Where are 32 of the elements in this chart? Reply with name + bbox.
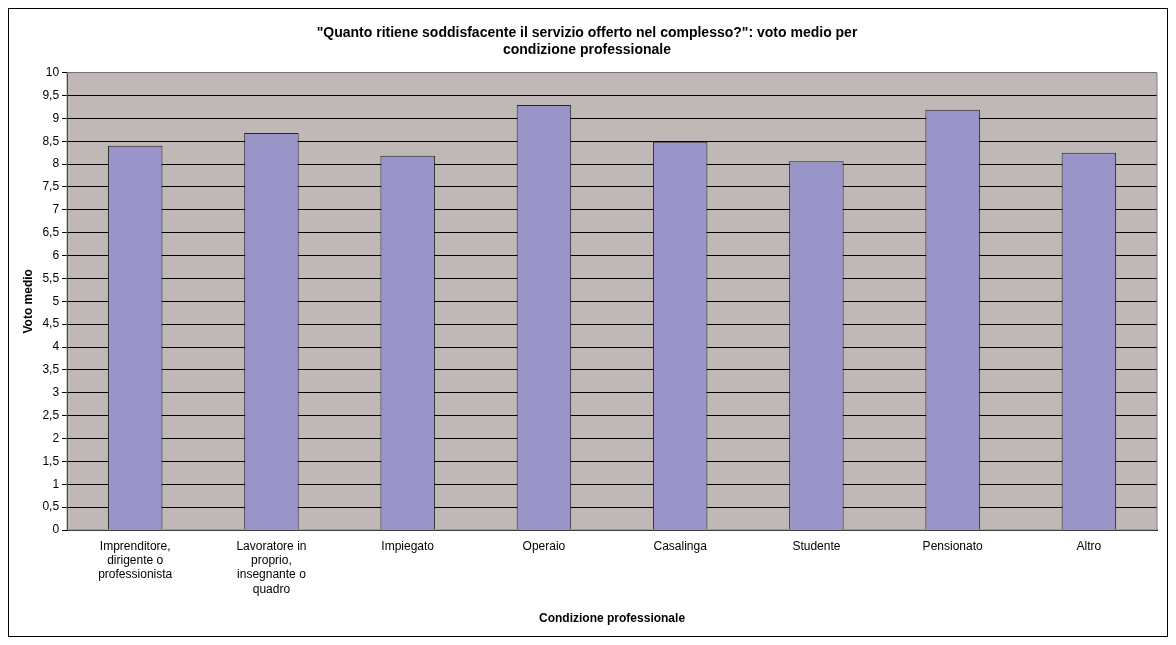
y-tick-label: 1 <box>52 476 60 491</box>
x-axis-title: Condizione professionale <box>539 611 686 626</box>
y-tick-label: 2 <box>52 430 60 445</box>
x-tick-label: Imprenditore, dirigente o professionista <box>98 538 173 582</box>
y-tick-label: 4 <box>52 339 60 354</box>
y-tick-label: 5,5 <box>42 270 60 285</box>
x-tick-label: Altro <box>1076 538 1102 553</box>
y-axis-title: Voto medio <box>20 269 35 334</box>
y-tick-label: 0,5 <box>42 499 60 514</box>
x-tick-label: Lavoratore in proprio, insegnante o quadro <box>236 538 307 596</box>
y-tick-label: 6 <box>52 247 60 262</box>
chart-title: "Quanto ritiene soddisfacente il servizio offerto nel complesso?": voto medio per condizione professionale <box>316 24 858 58</box>
y-tick-label: 8 <box>52 156 60 171</box>
y-tick-label: 2,5 <box>42 407 60 422</box>
x-tick-label: Pensionato <box>922 538 983 553</box>
x-tick-label: Operaio <box>522 538 566 553</box>
y-tick-label: 9,5 <box>42 87 60 102</box>
y-tick-label: 7,5 <box>42 179 60 194</box>
x-tick-label: Impiegato <box>381 538 435 553</box>
y-tick-label: 5 <box>52 293 60 308</box>
y-tick-label: 6,5 <box>42 225 60 239</box>
y-tick-label: 9 <box>52 110 60 125</box>
y-tick-label: 7 <box>52 202 60 217</box>
y-tick-label: 4,5 <box>42 316 60 331</box>
y-tick-label: 0 <box>52 522 60 537</box>
y-tick-label: 1,5 <box>42 453 60 468</box>
y-tick-label: 3,5 <box>42 362 60 377</box>
x-tick-label: Casalinga <box>653 538 708 553</box>
y-tick-label: 3 <box>52 385 60 400</box>
y-tick-label: 10 <box>45 64 60 79</box>
x-tick-label: Studente <box>792 538 841 553</box>
y-tick-label: 8,5 <box>42 133 60 148</box>
